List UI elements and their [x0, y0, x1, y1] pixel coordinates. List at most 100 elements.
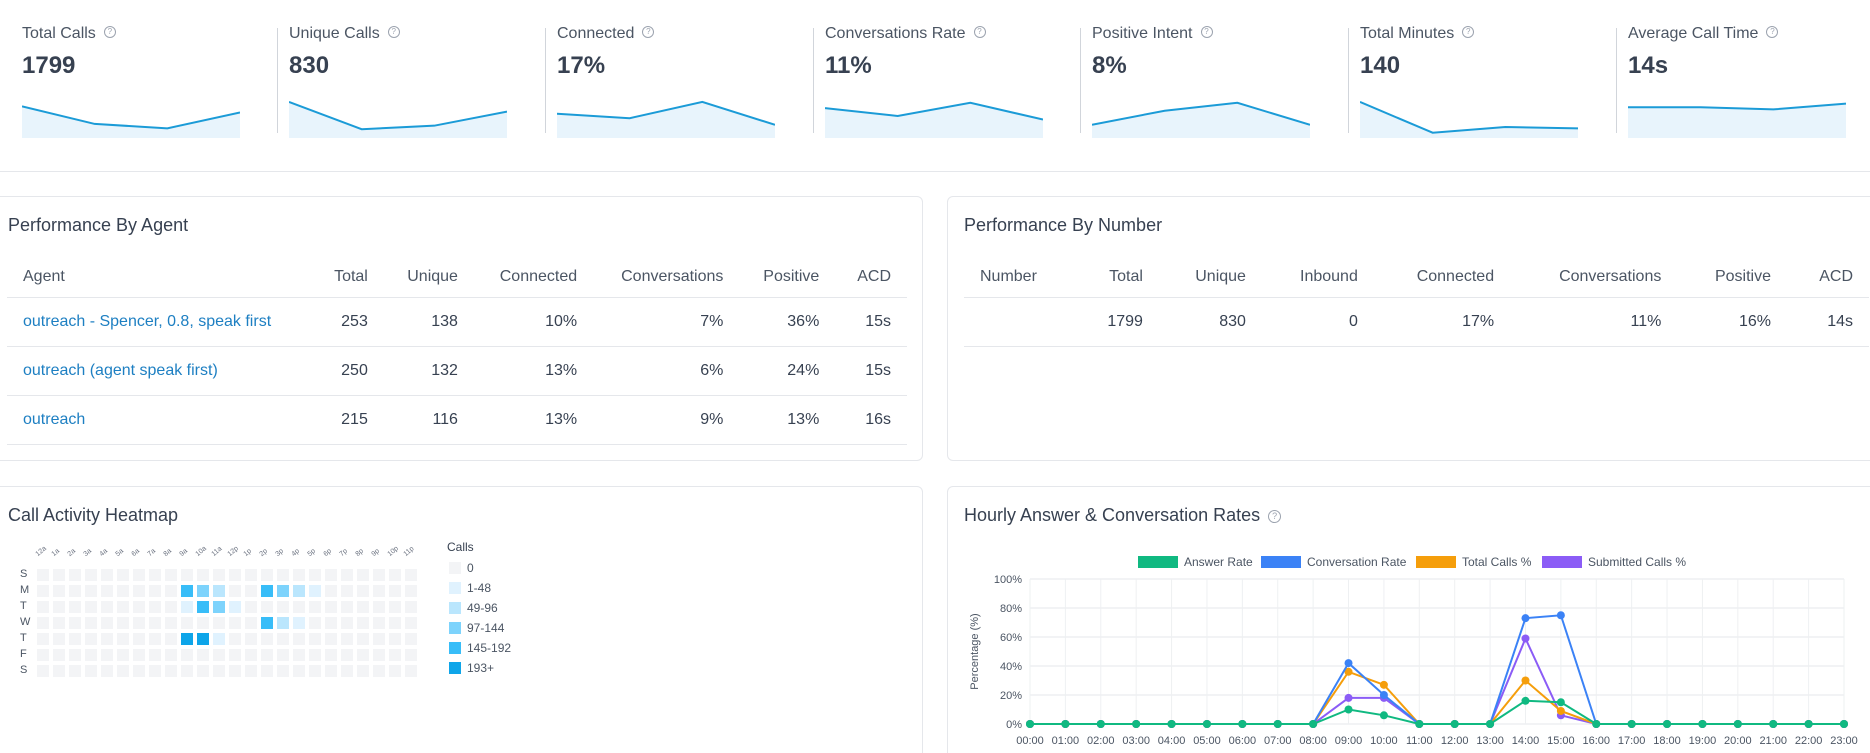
heatmap-cell[interactable]	[245, 665, 257, 677]
heatmap-cell[interactable]	[261, 585, 273, 597]
heatmap-cell[interactable]	[133, 649, 145, 661]
heatmap-cell[interactable]	[69, 633, 81, 645]
heatmap-cell[interactable]	[245, 585, 257, 597]
heatmap-cell[interactable]	[85, 617, 97, 629]
heatmap-cell[interactable]	[357, 617, 369, 629]
heatmap-cell[interactable]	[293, 665, 305, 677]
heatmap-cell[interactable]	[373, 569, 385, 581]
heatmap-cell[interactable]	[277, 649, 289, 661]
column-header[interactable]: Connected	[473, 257, 594, 298]
heatmap-cell[interactable]	[389, 633, 401, 645]
heatmap-cell[interactable]	[309, 649, 321, 661]
heatmap-cell[interactable]	[149, 585, 161, 597]
heatmap-cell[interactable]	[213, 585, 225, 597]
heatmap-cell[interactable]	[37, 585, 49, 597]
heatmap-cell[interactable]	[341, 633, 353, 645]
heatmap-cell[interactable]	[357, 585, 369, 597]
heatmap-cell[interactable]	[325, 569, 337, 581]
heatmap-cell[interactable]	[405, 569, 417, 581]
heatmap-cell[interactable]	[197, 585, 209, 597]
heatmap-cell[interactable]	[245, 569, 257, 581]
heatmap-cell[interactable]	[293, 569, 305, 581]
heatmap-cell[interactable]	[245, 633, 257, 645]
heatmap-cell[interactable]	[133, 601, 145, 613]
heatmap-cell[interactable]	[53, 585, 65, 597]
heatmap-cell[interactable]	[37, 617, 49, 629]
heatmap-cell[interactable]	[117, 633, 129, 645]
heatmap-cell[interactable]	[181, 633, 193, 645]
heatmap-cell[interactable]	[373, 617, 385, 629]
heatmap-cell[interactable]	[101, 665, 113, 677]
heatmap-cell[interactable]	[293, 585, 305, 597]
heatmap-cell[interactable]	[37, 601, 49, 613]
heatmap-cell[interactable]	[165, 601, 177, 613]
heatmap-cell[interactable]	[229, 569, 241, 581]
heatmap-cell[interactable]	[197, 633, 209, 645]
heatmap-cell[interactable]	[85, 569, 97, 581]
heatmap-cell[interactable]	[293, 617, 305, 629]
heatmap-cell[interactable]	[245, 649, 257, 661]
heatmap-cell[interactable]	[309, 569, 321, 581]
heatmap-cell[interactable]	[373, 585, 385, 597]
heatmap-cell[interactable]	[405, 665, 417, 677]
heatmap-cell[interactable]	[389, 617, 401, 629]
help-icon[interactable]: ?	[1200, 26, 1213, 38]
heatmap-cell[interactable]	[101, 601, 113, 613]
heatmap-cell[interactable]	[37, 569, 49, 581]
heatmap-cell[interactable]	[405, 601, 417, 613]
column-header[interactable]: Positive	[739, 257, 836, 298]
heatmap-cell[interactable]	[277, 601, 289, 613]
heatmap-cell[interactable]	[133, 617, 145, 629]
heatmap-cell[interactable]	[101, 617, 113, 629]
heatmap-cell[interactable]	[341, 665, 353, 677]
heatmap-cell[interactable]	[405, 617, 417, 629]
heatmap-cell[interactable]	[181, 569, 193, 581]
heatmap-cell[interactable]	[69, 649, 81, 661]
heatmap-cell[interactable]	[197, 569, 209, 581]
heatmap-cell[interactable]	[229, 633, 241, 645]
heatmap-cell[interactable]	[197, 601, 209, 613]
column-header[interactable]: ACD	[1787, 257, 1869, 298]
heatmap-cell[interactable]	[37, 665, 49, 677]
heatmap-cell[interactable]	[53, 617, 65, 629]
heatmap-cell[interactable]	[293, 633, 305, 645]
heatmap-cell[interactable]	[181, 601, 193, 613]
heatmap-cell[interactable]	[389, 601, 401, 613]
heatmap-cell[interactable]	[101, 585, 113, 597]
agent-link[interactable]: outreach - Spencer, 0.8, speak first	[23, 312, 272, 330]
heatmap-cell[interactable]	[213, 665, 225, 677]
heatmap-cell[interactable]	[165, 585, 177, 597]
column-header[interactable]: Connected	[1373, 257, 1511, 298]
heatmap-cell[interactable]	[181, 665, 193, 677]
heatmap-cell[interactable]	[165, 633, 177, 645]
heatmap-cell[interactable]	[213, 569, 225, 581]
heatmap-cell[interactable]	[261, 633, 273, 645]
heatmap-cell[interactable]	[373, 633, 385, 645]
heatmap-cell[interactable]	[325, 665, 337, 677]
heatmap-cell[interactable]	[373, 649, 385, 661]
heatmap-cell[interactable]	[181, 585, 193, 597]
heatmap-cell[interactable]	[261, 649, 273, 661]
heatmap-cell[interactable]	[53, 633, 65, 645]
heatmap-cell[interactable]	[293, 649, 305, 661]
heatmap-cell[interactable]	[277, 665, 289, 677]
heatmap-cell[interactable]	[85, 649, 97, 661]
heatmap-cell[interactable]	[261, 569, 273, 581]
column-header[interactable]: Unique	[1158, 257, 1262, 298]
column-header[interactable]: Number	[964, 257, 1075, 298]
heatmap-cell[interactable]	[85, 665, 97, 677]
heatmap-cell[interactable]	[69, 601, 81, 613]
heatmap-cell[interactable]	[341, 649, 353, 661]
heatmap-cell[interactable]	[245, 617, 257, 629]
agent-link[interactable]: outreach (agent speak first)	[23, 361, 218, 379]
heatmap-cell[interactable]	[341, 585, 353, 597]
heatmap-cell[interactable]	[85, 633, 97, 645]
heatmap-cell[interactable]	[373, 665, 385, 677]
help-icon[interactable]: ?	[1462, 26, 1475, 38]
heatmap-cell[interactable]	[389, 569, 401, 581]
heatmap-cell[interactable]	[309, 617, 321, 629]
heatmap-cell[interactable]	[405, 649, 417, 661]
heatmap-cell[interactable]	[117, 585, 129, 597]
heatmap-cell[interactable]	[357, 601, 369, 613]
heatmap-cell[interactable]	[229, 601, 241, 613]
